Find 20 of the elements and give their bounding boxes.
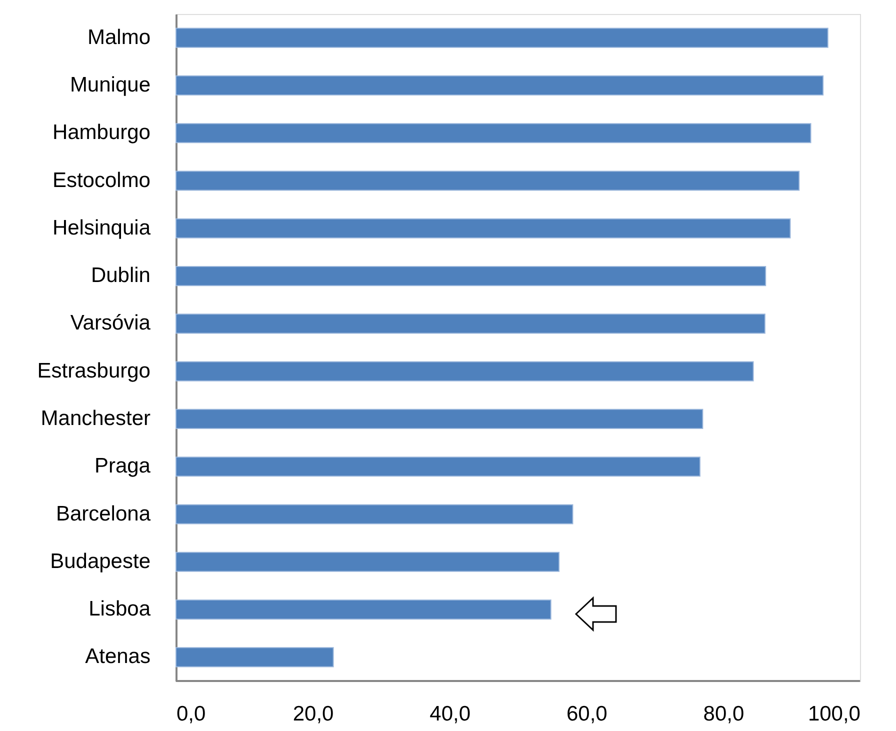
y-tick-label: Praga bbox=[94, 454, 151, 478]
x-tick-label: 0,0 bbox=[176, 702, 206, 726]
y-tick-label: Dublin bbox=[90, 264, 150, 288]
y-tick-label: Hamburgo bbox=[52, 121, 150, 144]
y-tick-label: Lisboa bbox=[88, 598, 151, 621]
x-tick-label: 40,0 bbox=[430, 702, 471, 726]
y-tick-label: Estocolmo bbox=[52, 168, 150, 192]
y-tick-label: Manchester bbox=[40, 406, 151, 430]
x-tick-label: 80,0 bbox=[703, 702, 744, 726]
y-tick-label: Atenas bbox=[85, 645, 150, 668]
y-tick-label: Barcelona bbox=[56, 502, 151, 526]
y-tick-label: Estrasburgo bbox=[37, 359, 150, 382]
y-tick-label: Munique bbox=[70, 73, 150, 96]
x-tick-label: 100,0 bbox=[808, 702, 860, 726]
y-tick-label: Helsinquia bbox=[52, 216, 151, 240]
y-tick-label: Budapeste bbox=[50, 550, 150, 573]
x-tick-label: 60,0 bbox=[566, 702, 608, 726]
y-tick-label: Malmo bbox=[87, 26, 150, 49]
y-tick-label: Varsóvia bbox=[70, 312, 151, 335]
x-tick-label: 20,0 bbox=[292, 702, 334, 726]
